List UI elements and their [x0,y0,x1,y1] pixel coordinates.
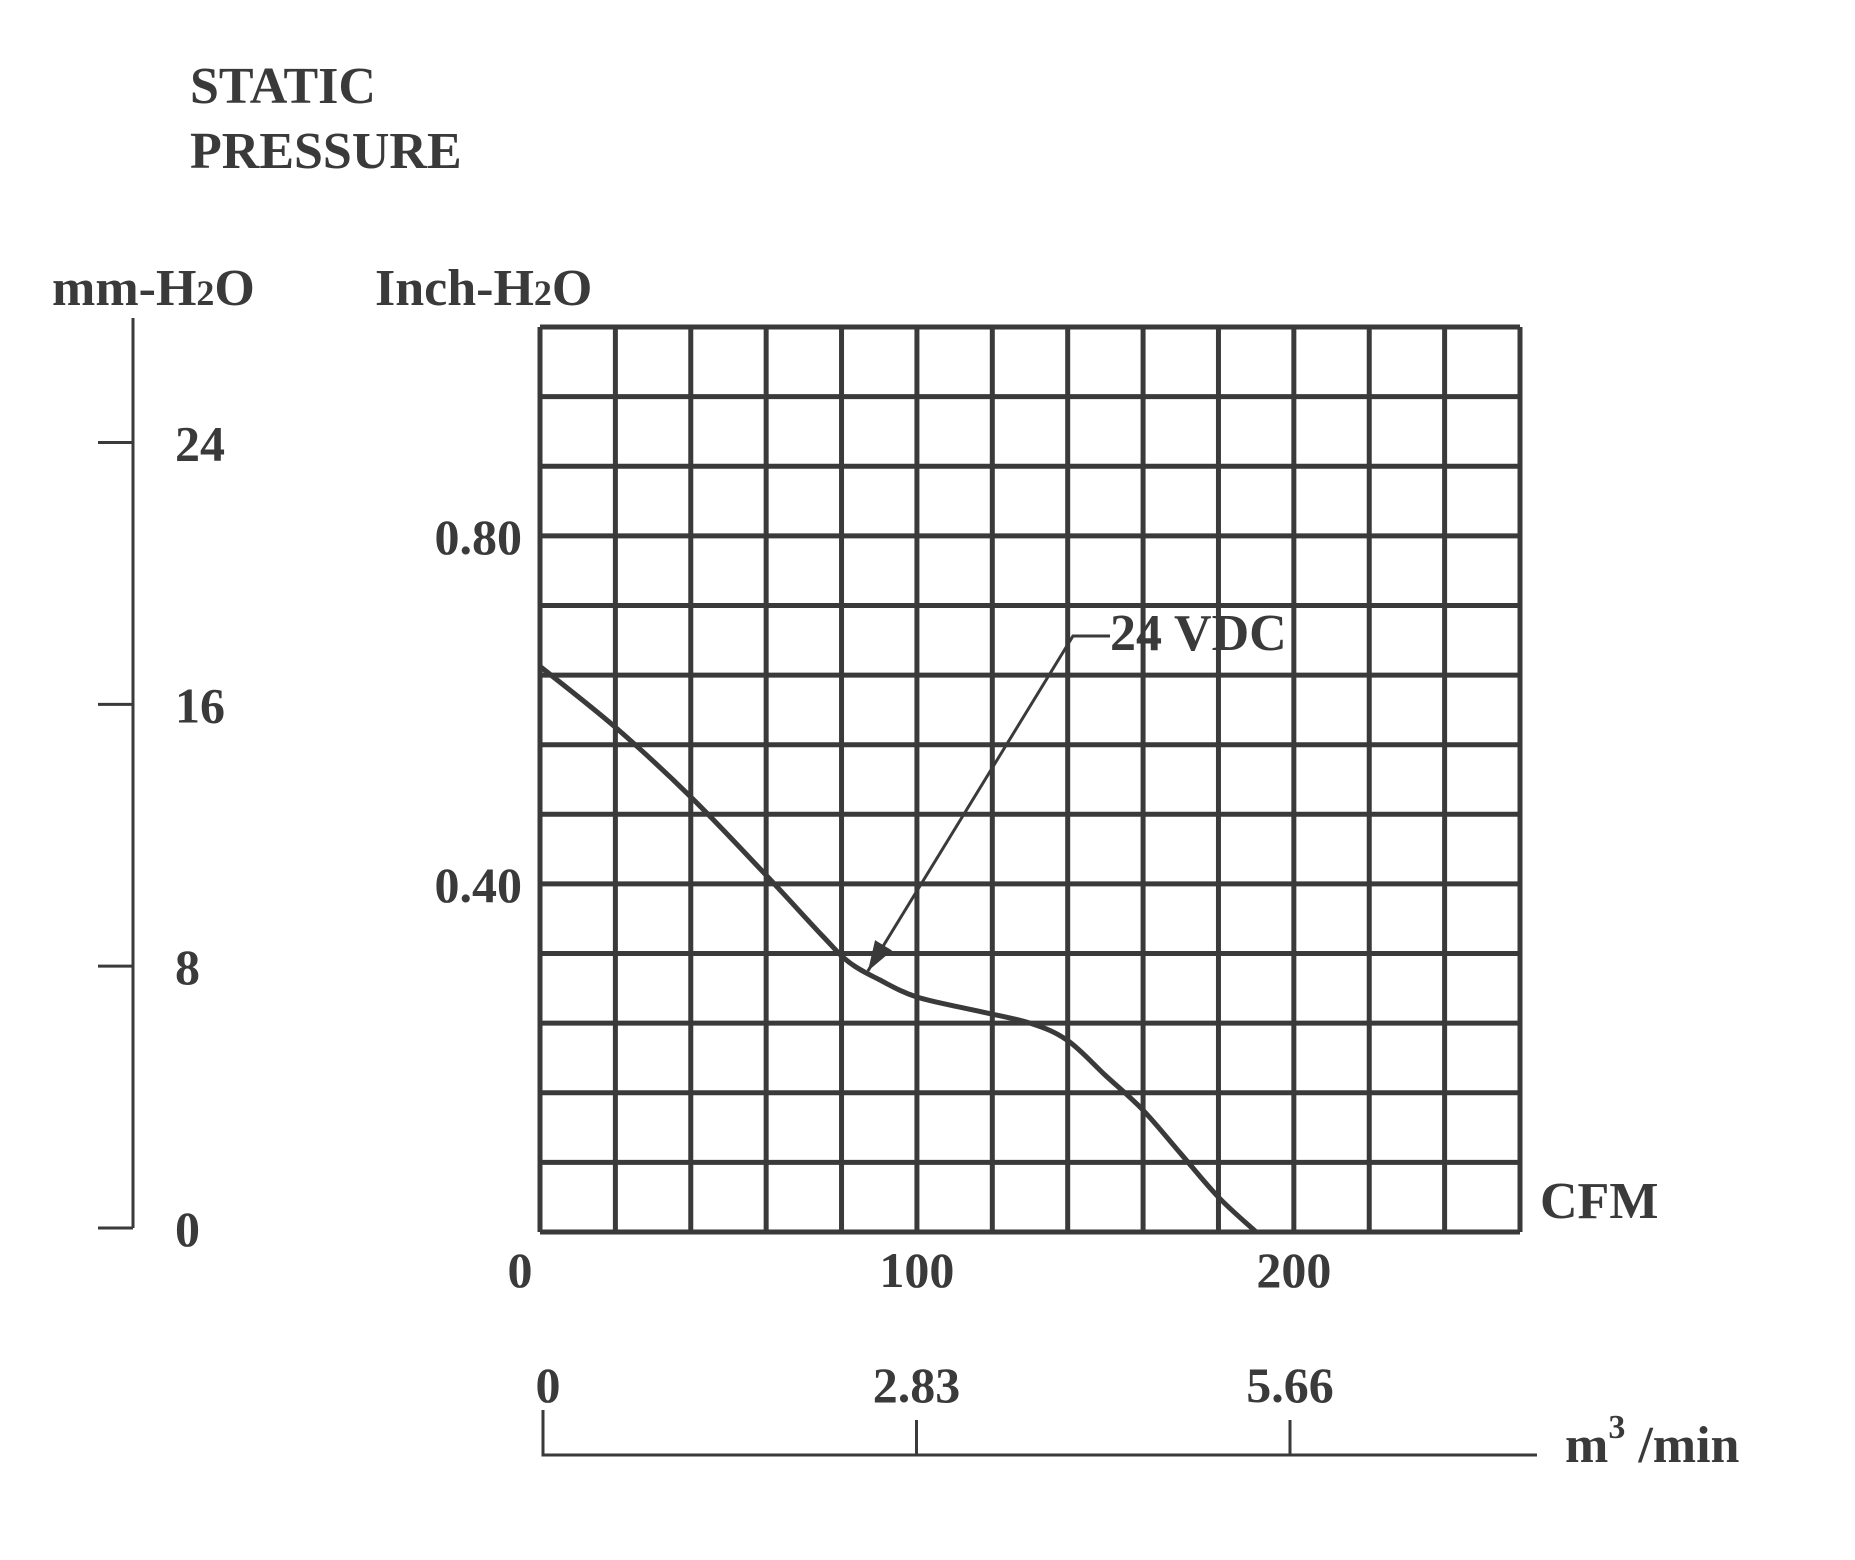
y-left-tick-label: 8 [175,939,200,995]
x-tick-label: 0 [508,1242,533,1298]
y-axis-unit: Inch-H2O [375,260,592,317]
x2-axis-line [541,1410,1537,1457]
y-tick-label: 0.80 [435,509,523,565]
x2-tick-label: 2.83 [873,1357,961,1413]
x2-axis-unit: m3 /min [1565,1409,1740,1474]
x-tick-label: 200 [1256,1242,1331,1298]
series-annotation: 24 VDC [866,605,1287,972]
y-left-tick-label: 0 [175,1201,200,1257]
x-axis-ticks: 0 100 200 [508,1242,1332,1298]
y-left-axis-ticks: 0 8 16 24 [98,416,225,1257]
x-axis-unit: CFM [1540,1173,1658,1230]
series-label-24vdc: 24 VDC [1110,605,1287,662]
y-left-axis-unit: mm-H2O [52,260,255,317]
annotation-arrowhead [867,940,893,971]
annotation-leader-line [866,634,1110,972]
x-tick-label: 100 [879,1242,954,1298]
plot-grid [537,324,1523,1235]
y-left-tick-label: 24 [175,416,225,472]
x2-axis-ticks: 0 2.83 5.66 [536,1357,1334,1455]
x2-tick-label: 5.66 [1246,1357,1334,1413]
y-tick-label: 0.40 [435,857,523,913]
series-line-24vdc [538,664,1258,1234]
chart-title-line1: STATIC [190,58,376,115]
chart-title-line2: PRESSURE [190,123,462,180]
y-left-tick-label: 16 [175,677,225,733]
x2-tick-label: 0 [536,1357,561,1413]
y-axis-ticks: 0.40 0.80 [435,509,523,913]
